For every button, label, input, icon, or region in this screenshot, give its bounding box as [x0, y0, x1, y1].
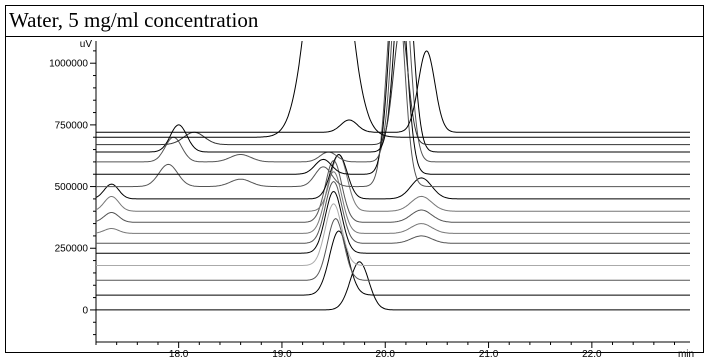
y-tick-label: 500000	[55, 182, 89, 193]
chromatogram-trace-6	[96, 181, 690, 244]
chromatogram-trace-15	[96, 41, 690, 146]
x-tick-label: 20.0	[376, 349, 396, 358]
x-tick-label: 19.0	[272, 349, 292, 358]
y-tick-label: 750000	[55, 120, 89, 131]
chromatogram-trace-14	[96, 41, 690, 153]
traces-group	[96, 41, 690, 311]
chromatogram-trace-5	[96, 190, 690, 254]
x-tick-label: 21.0	[479, 349, 499, 358]
chromatogram-trace-12	[96, 41, 690, 175]
chromatogram-trace-17	[96, 41, 690, 138]
y-tick-label: 1000000	[49, 59, 88, 70]
x-tick-label: 22.0	[582, 349, 602, 358]
chromatogram-trace-8	[96, 160, 690, 223]
chromatogram-trace-9	[96, 153, 690, 212]
x-tick-label: 18.0	[169, 349, 189, 358]
chromatogram-trace-7	[96, 171, 690, 234]
chromatogram-trace-16	[96, 50, 690, 133]
x-unit-label: min	[678, 349, 694, 358]
y-tick-label: 0	[82, 305, 88, 316]
chromatogram-trace-3	[96, 218, 690, 281]
chromatogram-trace-1	[96, 261, 690, 311]
chromatogram-trace-10	[96, 153, 690, 200]
title-bar: Water, 5 mg/ml concentration	[6, 6, 703, 37]
chromatogram-trace-2	[96, 230, 690, 296]
y-tick-label: 250000	[55, 244, 89, 255]
chromatogram-trace-13	[96, 41, 690, 163]
chromatogram-trace-4	[96, 203, 690, 266]
chart-title: Water, 5 mg/ml concentration	[9, 8, 259, 32]
chromatogram-trace-11	[96, 41, 690, 188]
y-unit-label: uV	[80, 39, 93, 50]
